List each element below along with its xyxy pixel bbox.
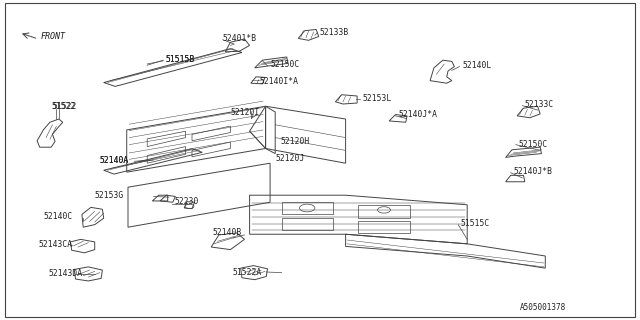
Text: 51522: 51522 <box>52 102 77 111</box>
Text: 52140L: 52140L <box>462 61 492 70</box>
Text: 52150C: 52150C <box>270 60 300 69</box>
Text: 52401*B: 52401*B <box>223 34 257 43</box>
Text: 52140A: 52140A <box>99 156 129 164</box>
Text: 51522A: 51522A <box>232 268 262 277</box>
Text: 52140J*B: 52140J*B <box>513 167 552 176</box>
Text: 52120J: 52120J <box>275 154 305 163</box>
Text: 52133B: 52133B <box>320 28 349 36</box>
Text: 52133C: 52133C <box>525 100 554 109</box>
Text: FRONT: FRONT <box>40 32 65 41</box>
Text: 52143DA: 52143DA <box>49 269 83 278</box>
Text: 51515B: 51515B <box>165 55 195 64</box>
Text: 52120I: 52120I <box>230 108 260 116</box>
Text: 52150C: 52150C <box>518 140 548 148</box>
Text: 52230: 52230 <box>174 197 198 206</box>
Text: 52140C: 52140C <box>44 212 73 221</box>
Text: 51515C: 51515C <box>461 220 490 228</box>
Text: 52153L: 52153L <box>363 94 392 103</box>
Text: 51515B: 51515B <box>165 55 195 64</box>
Text: 52140B: 52140B <box>212 228 242 237</box>
Text: 51522: 51522 <box>51 102 76 111</box>
Text: 52143CA: 52143CA <box>38 240 72 249</box>
Text: 52120H: 52120H <box>280 137 310 146</box>
Text: 52153G: 52153G <box>95 191 124 200</box>
Text: 52140A: 52140A <box>99 156 129 164</box>
Text: 52140I*A: 52140I*A <box>260 77 299 86</box>
Text: A505001378: A505001378 <box>520 303 566 312</box>
Text: 52140J*A: 52140J*A <box>398 110 437 119</box>
